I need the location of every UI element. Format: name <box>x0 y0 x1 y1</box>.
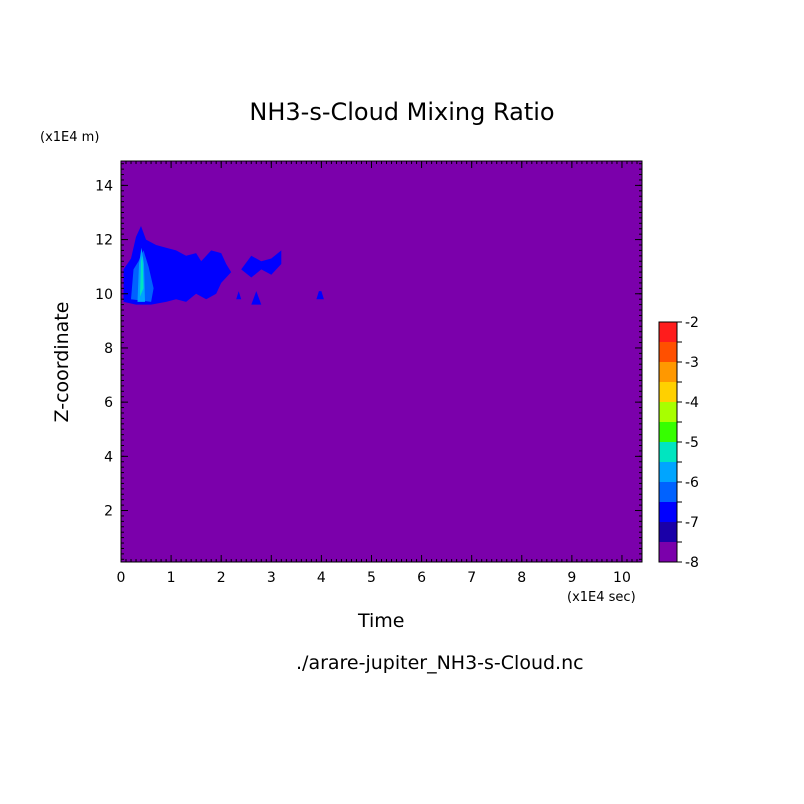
plot-background <box>121 161 642 562</box>
colorbar: -2 -3 -4 -5 -6 -7 -8 <box>658 315 699 571</box>
x-tick-label: 3 <box>267 570 276 586</box>
contour-region-7 <box>140 255 144 297</box>
x-tick-label: 8 <box>517 570 526 586</box>
contour-regions <box>123 226 324 305</box>
x-tick-label: 6 <box>417 570 426 586</box>
x-tick-label: 1 <box>167 570 176 586</box>
y-tick-label: 14 <box>95 178 113 194</box>
x-axis: 0 1 2 3 4 5 6 7 8 9 10 <box>117 161 643 586</box>
y-tick-label: 6 <box>104 395 113 411</box>
file-name-label: ./arare-jupiter_NH3-s-Cloud.nc <box>296 652 584 674</box>
colorbar-label: -7 <box>685 515 699 531</box>
colorbar-label: -4 <box>685 395 699 411</box>
y-tick-label: 8 <box>104 341 113 357</box>
x-tick-label: 7 <box>467 570 476 586</box>
colorbar-label: -6 <box>685 475 699 491</box>
y-axis: 2 4 6 8 10 12 14 <box>95 163 642 560</box>
x-tick-label: 2 <box>217 570 226 586</box>
colorbar-swatch <box>659 382 677 402</box>
x-tick-label: 9 <box>567 570 576 586</box>
colorbar-swatch <box>659 522 677 542</box>
x-tick-label: 0 <box>117 570 126 586</box>
colorbar-label: -5 <box>685 435 699 451</box>
contour-region-2 <box>251 291 262 305</box>
x-axis-unit: (x1E4 sec) <box>567 590 636 605</box>
colorbar-swatch <box>659 502 677 522</box>
x-tick-label: 5 <box>367 570 376 586</box>
contour-region-1 <box>241 250 282 278</box>
y-tick-label: 12 <box>95 233 113 249</box>
y-tick-label: 10 <box>95 287 113 303</box>
colorbar-label: -8 <box>685 555 699 571</box>
y-tick-label: 2 <box>104 504 113 520</box>
colorbar-swatch <box>659 442 677 462</box>
colorbar-swatch <box>659 542 677 562</box>
colorbar-swatch <box>659 402 677 422</box>
colorbar-label: -2 <box>685 315 699 331</box>
contour-region-4 <box>316 291 324 300</box>
colorbar-swatch <box>659 482 677 502</box>
y-axis-unit: (x1E4 m) <box>40 130 100 145</box>
x-tick-label: 10 <box>613 570 631 586</box>
chart-title: NH3-s-Cloud Mixing Ratio <box>249 98 555 126</box>
colorbar-swatch <box>659 342 677 362</box>
x-tick-label: 4 <box>317 570 326 586</box>
colorbar-swatch <box>659 422 677 442</box>
y-tick-label: 4 <box>104 449 113 465</box>
colorbar-swatch <box>659 462 677 482</box>
x-axis-label: Time <box>358 610 405 632</box>
colorbar-swatch <box>659 322 677 342</box>
contour-region-3 <box>236 291 242 300</box>
colorbar-swatch <box>659 362 677 382</box>
colorbar-label: -3 <box>685 355 699 371</box>
